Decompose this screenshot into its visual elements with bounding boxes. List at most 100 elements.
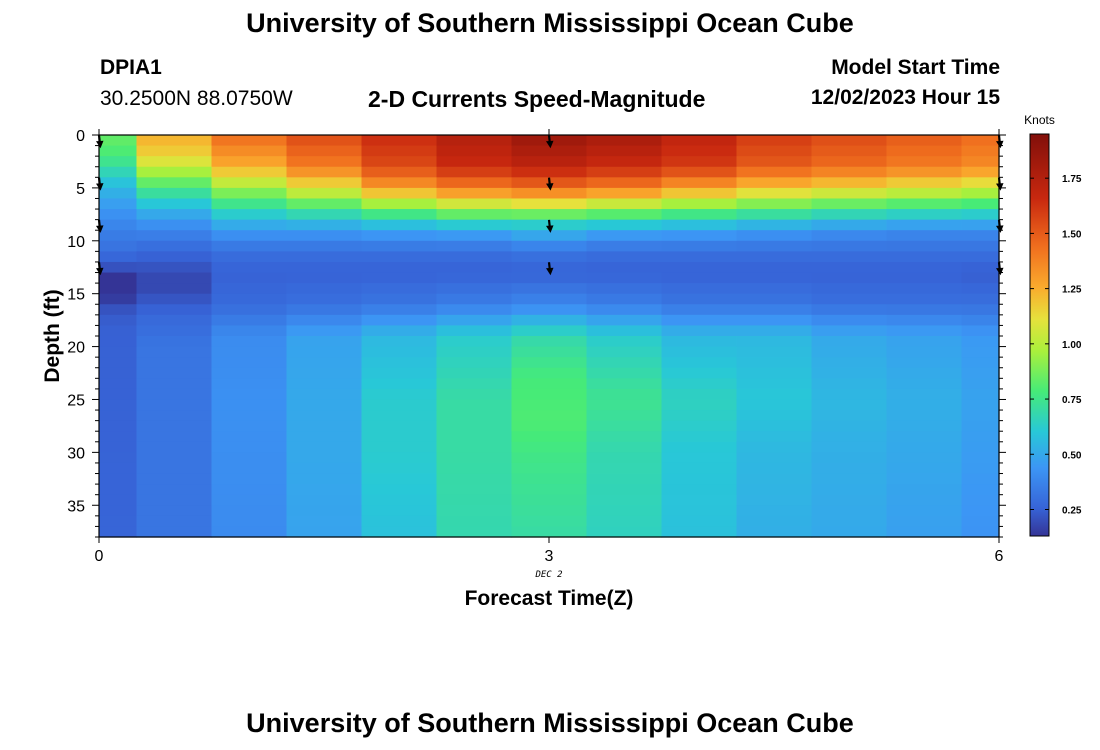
heatmap-cell (961, 219, 1000, 231)
heatmap-cell (286, 367, 363, 379)
heatmap-cell (586, 261, 663, 274)
heatmap-cell (736, 240, 813, 252)
heatmap-cell (361, 410, 438, 422)
heatmap-cell (136, 304, 213, 316)
heatmap-cell (361, 314, 438, 327)
heatmap-cell (586, 219, 663, 231)
heatmap-cell (886, 304, 963, 316)
heatmap-cell (99, 219, 138, 231)
heatmap-cell (811, 304, 888, 316)
heatmap-cell (286, 187, 363, 200)
heatmap-cell (511, 441, 588, 453)
heatmap-cell (436, 261, 513, 274)
heatmap-cell (361, 304, 438, 316)
heatmap-cell (99, 367, 138, 379)
heatmap-cell (886, 336, 963, 348)
heatmap-cell (811, 526, 888, 538)
heatmap-cell (211, 473, 288, 485)
heatmap-cell (286, 314, 363, 327)
heatmap-cell (511, 399, 588, 411)
heatmap-cell (586, 272, 663, 284)
heatmap-cell (961, 293, 1000, 305)
heatmap-cell (661, 177, 738, 189)
heatmap-cell (136, 283, 213, 295)
heatmap-cell (736, 261, 813, 274)
heatmap-cell (586, 494, 663, 506)
heatmap-cell (811, 346, 888, 358)
heatmap-cell (586, 336, 663, 348)
heatmap-cell (886, 314, 963, 327)
heatmap-cell (811, 378, 888, 390)
heatmap-cell (511, 336, 588, 348)
heatmap-cell (511, 367, 588, 379)
heatmap-cell (136, 293, 213, 305)
heatmap-cell (361, 526, 438, 538)
heatmap-cell (361, 441, 438, 453)
heatmap-cell (99, 198, 138, 210)
colorbar-tick-label: 1.25 (1062, 285, 1082, 296)
heatmap-cell (586, 177, 663, 189)
heatmap-cell (211, 261, 288, 274)
heatmap-cell (961, 314, 1000, 327)
heatmap-cell (286, 410, 363, 422)
heatmap-cell (436, 283, 513, 295)
heatmap-cell (436, 304, 513, 316)
heatmap-cell (661, 378, 738, 390)
arrow-head (96, 267, 104, 276)
heatmap-cell (736, 293, 813, 305)
heatmap-cell (736, 272, 813, 284)
heatmap-cell (361, 209, 438, 221)
heatmap-cell (211, 304, 288, 316)
heatmap-cell (511, 388, 588, 401)
heatmap-cell (736, 346, 813, 358)
heatmap-cell (586, 378, 663, 390)
heatmap-cell (211, 135, 288, 147)
heatmap-cell (961, 452, 1000, 464)
heatmap-cell (961, 399, 1000, 411)
heatmap-cell (736, 462, 813, 475)
heatmap-cell (661, 494, 738, 506)
heatmap-cell (286, 304, 363, 316)
heatmap-cell (361, 399, 438, 411)
heatmap-cell (361, 388, 438, 401)
heatmap-cell (961, 367, 1000, 379)
heatmap-cell (361, 272, 438, 284)
heatmap-cell (99, 388, 138, 401)
heatmap-cell (436, 441, 513, 453)
heatmap-cell (136, 484, 213, 496)
heatmap-cell (361, 431, 438, 443)
heatmap-cell (661, 166, 738, 178)
heatmap-cell (961, 346, 1000, 358)
heatmap-cell (736, 325, 813, 337)
heatmap-cell (511, 198, 588, 210)
heatmap-cell (961, 187, 1000, 200)
arrow-head (996, 225, 1004, 233)
arrow-head (546, 267, 554, 276)
heatmap-cell (661, 283, 738, 295)
heatmap-cell (211, 526, 288, 538)
y-axis-label: Depth (ft) (41, 289, 64, 382)
heatmap-cell (886, 187, 963, 200)
heatmap-cell (136, 261, 213, 274)
direction-arrow (996, 219, 1004, 233)
heatmap-cell (511, 484, 588, 496)
heatmap-cell (136, 219, 213, 231)
heatmap-cell (361, 378, 438, 390)
heatmap-cell (136, 526, 213, 538)
heatmap-cell (886, 494, 963, 506)
heatmap-cell (211, 515, 288, 528)
heatmap-cell (886, 209, 963, 221)
heatmap-cell (99, 336, 138, 348)
heatmap-cell (586, 145, 663, 157)
heatmap-cell (211, 198, 288, 210)
direction-arrow (96, 135, 104, 149)
heatmap-cell (961, 325, 1000, 337)
heatmap-cell (586, 293, 663, 305)
heatmap-cell (136, 410, 213, 422)
heatmap-cell (811, 261, 888, 274)
heatmap-cell (736, 410, 813, 422)
x-axis-label: Forecast Time(Z) (465, 587, 634, 610)
heatmap-cell (136, 420, 213, 432)
heatmap-cell (136, 399, 213, 411)
direction-arrow (96, 262, 104, 276)
